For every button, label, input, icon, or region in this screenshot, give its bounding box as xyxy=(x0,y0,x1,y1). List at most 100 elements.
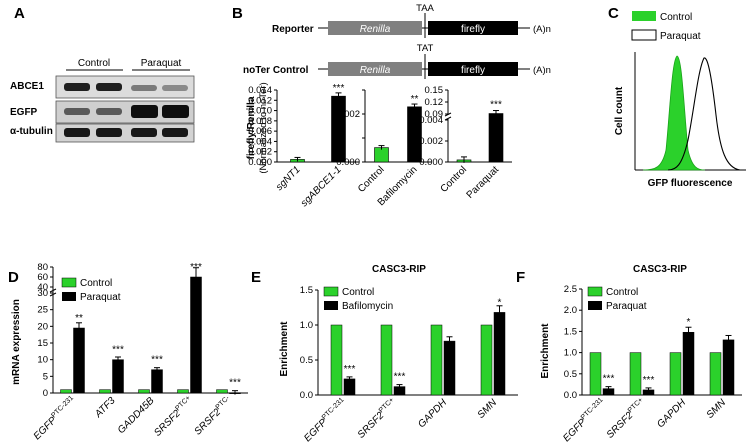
b3-ytick-label: 0.004 xyxy=(419,115,443,126)
noter-renilla-text: Renilla xyxy=(360,65,391,76)
d-bar-control-3 xyxy=(177,389,189,394)
panel-b-ylabel-sub: (Normalized to noTer) xyxy=(258,82,269,173)
d-bar-control-1 xyxy=(99,389,111,394)
f-xlabel-0: EGFPPTC-231 xyxy=(561,397,609,444)
blot-row-egfp: EGFP xyxy=(10,107,38,118)
panel-c-ylabel: Cell count xyxy=(614,86,625,135)
blot-band-tubulin-4 xyxy=(162,128,188,137)
blot-strip-abce1 xyxy=(55,75,195,99)
panel-d-ylabel: mRNA expression xyxy=(11,299,22,385)
b1-bar-1 xyxy=(331,95,346,163)
d-sig-4: *** xyxy=(229,378,241,389)
b1-ytick-label: 0.000 xyxy=(248,157,272,168)
d-ytick-label: 20 xyxy=(37,321,48,332)
legend-d-swatch-paraquat xyxy=(62,292,76,301)
e-sig-1: *** xyxy=(394,372,406,383)
b1-ytick-label: 0.010 xyxy=(248,106,272,117)
e-bar-bafilomycin-2 xyxy=(443,340,456,396)
b1-ytick-label: 0.004 xyxy=(248,136,272,147)
d-break-1 xyxy=(49,288,57,293)
legend-e-swatch-control xyxy=(323,286,339,297)
b3-ytick-label: 0.002 xyxy=(419,136,443,147)
f-ytick-label: 2.0 xyxy=(564,305,577,316)
d-bar-control-4 xyxy=(216,389,228,394)
blot-row-tubulin: α-tubulin xyxy=(10,126,53,137)
b2-ytick-label: 0.000 xyxy=(336,157,360,168)
b1-xlabel-1: sgABCE1-1 xyxy=(299,164,344,209)
panel-f-ylabel: Enrichment xyxy=(540,323,551,379)
d-break-2 xyxy=(49,292,57,297)
d-ytick-label: 0 xyxy=(43,388,48,399)
d-ytick-label: 80 xyxy=(37,262,48,273)
e-sig-0: *** xyxy=(344,364,356,375)
panel-f-title: CASC3-RIP xyxy=(633,264,687,275)
panel-f-letter: F xyxy=(516,269,525,286)
f-ytick-label: 2.5 xyxy=(564,284,577,295)
b3-ytick-label: 0.09 xyxy=(425,109,444,120)
blot-band-tubulin-3 xyxy=(131,128,157,137)
panel-c-letter: C xyxy=(608,5,619,22)
reporter-renilla-text: Renilla xyxy=(360,24,391,35)
d-xlabel-1: ATF3 xyxy=(92,395,118,421)
blot-band-abce1-control-1 xyxy=(64,83,90,91)
b3-xlabel-0: Control xyxy=(439,164,470,195)
f-bar-control-2 xyxy=(669,352,682,396)
panel-b-ylabel-main: firefly/Renilla xyxy=(246,96,257,159)
d-ytick-label: 15 xyxy=(37,338,48,349)
legend-e-swatch-bafilomycin xyxy=(324,301,338,310)
blot-strip-egfp xyxy=(55,100,195,124)
b1-ytick-label: 0.014 xyxy=(248,85,272,96)
f-bar-paraquat-3 xyxy=(722,339,735,396)
blot-band-egfp-paraquat-2 xyxy=(162,105,189,118)
b2-bar-0 xyxy=(374,147,389,163)
blot-group-paraquat: Paraquat xyxy=(141,58,182,69)
reporter-renilla-box xyxy=(328,21,422,35)
legend-c-control: Control xyxy=(660,12,692,23)
noter-firefly-box xyxy=(428,62,518,76)
b3-sig-1: *** xyxy=(490,100,502,111)
d-ytick-label: 30 xyxy=(37,288,48,299)
d-sig-1: *** xyxy=(112,345,124,356)
d-ytick-label: 60 xyxy=(37,272,48,283)
f-xlabel-1: SRSF2PTC+ xyxy=(604,397,648,441)
histogram-control xyxy=(642,55,706,171)
legend-c-swatch-control xyxy=(632,11,656,21)
b3-ytick-label: 0.12 xyxy=(425,97,444,108)
f-sig-0: *** xyxy=(603,374,615,385)
legend-c-paraquat: Paraquat xyxy=(660,31,701,42)
blot-band-abce1-paraquat-2 xyxy=(162,85,188,91)
blot-band-tubulin-1 xyxy=(64,128,90,137)
f-ytick-label: 1.0 xyxy=(564,348,577,359)
d-xlabel-0: EGFPPTC-231 xyxy=(31,395,79,443)
panel-d-letter: D xyxy=(8,269,19,286)
e-xlabel-0: EGFPPTC-231 xyxy=(302,397,350,444)
histogram-paraquat xyxy=(667,57,741,171)
f-ytick-label: 0.5 xyxy=(564,369,577,380)
d-xlabel-4: SRSF2PTC- xyxy=(192,394,235,437)
noter-polya: (A)n xyxy=(533,65,551,76)
f-bar-control-1 xyxy=(629,352,642,396)
b2-ytick-label: 0.002 xyxy=(336,109,360,120)
blot-group-control: Control xyxy=(78,58,110,69)
f-ytick-label: 0.0 xyxy=(564,390,577,401)
d-ytick-label: 25 xyxy=(37,305,48,316)
panel-e-title: CASC3-RIP xyxy=(372,264,426,275)
b1-xlabel-0: sgNT1 xyxy=(274,164,303,193)
panel-e-ylabel: Enrichment xyxy=(279,321,290,377)
b2-sig-1: ** xyxy=(411,94,419,105)
d-ytick-label: 40 xyxy=(37,282,48,293)
f-bar-control-3 xyxy=(709,352,722,396)
d-bar-paraquat-2 xyxy=(151,369,163,394)
noter-renilla-box xyxy=(328,62,422,76)
noter-label: noTer Control xyxy=(243,65,309,76)
f-xlabel-2: GAPDH xyxy=(655,397,688,430)
legend-d-swatch-control xyxy=(61,277,77,288)
f-sig-2: * xyxy=(687,317,691,328)
legend-f-control: Control xyxy=(606,287,638,298)
legend-d-paraquat: Paraquat xyxy=(80,292,121,303)
e-bar-control-1 xyxy=(380,324,393,396)
reporter-firefly-text: firefly xyxy=(461,24,485,35)
e-xlabel-2: GAPDH xyxy=(416,397,449,430)
d-bar-control-0 xyxy=(60,389,72,394)
